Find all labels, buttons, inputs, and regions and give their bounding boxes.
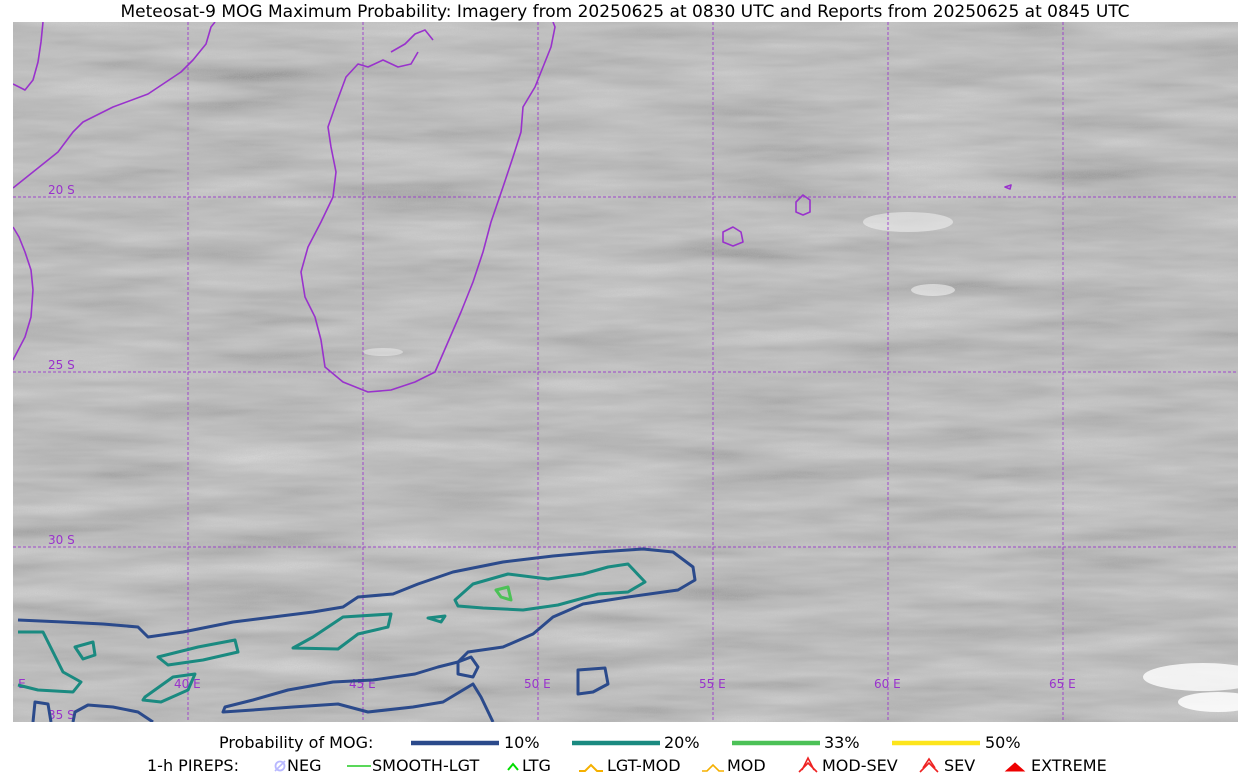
coastline-comoros [390, 29, 434, 53]
contour-10pct-lower-left [71, 703, 154, 722]
probability-legend: Probability of MOG: 10% 20% 33% 50% [0, 732, 1250, 754]
contour-10pct-island [576, 666, 610, 696]
lon-label-60e: 60 E [874, 677, 901, 691]
lon-label-55e: 55 E [699, 677, 726, 691]
mog-probability-contours [17, 547, 697, 722]
lat-label-20s: 20 S [48, 183, 75, 197]
mod-sev-double-hat-icon [798, 756, 818, 773]
probability-50pct-label: 50% [985, 733, 1021, 752]
probability-33pct-swatch [732, 740, 820, 746]
graticule [13, 22, 1238, 722]
lat-label-30s: 30 S [48, 533, 75, 547]
lon-label-65e: 65 E [1049, 677, 1076, 691]
probability-33pct-label: 33% [824, 733, 860, 752]
coastlines [13, 22, 1012, 393]
pireps-legend-label: 1-h PIREPS: [147, 756, 239, 775]
extreme-filled-hat-icon [1004, 762, 1026, 772]
neg-icon [274, 760, 286, 772]
probability-20pct-label: 20% [664, 733, 700, 752]
coastline-mauritius [795, 194, 811, 216]
pirep-smooth-lgt-label: SMOOTH-LGT [372, 756, 480, 775]
lon-label-40e: 40 E [174, 677, 201, 691]
probability-10pct-label: 10% [504, 733, 540, 752]
pirep-sev-label: SEV [944, 756, 976, 775]
contour-10pct-main [17, 547, 697, 722]
coastline-africa-north [13, 22, 44, 91]
contour-10pct-tiny [31, 700, 53, 722]
contour-20pct-small1 [73, 640, 97, 661]
sev-double-chevron-icon [919, 757, 939, 773]
probability-legend-label: Probability of MOG: [219, 733, 374, 752]
coastline-rodrigues [1004, 184, 1012, 190]
coastline-mozambique-south [13, 226, 34, 361]
contour-20pct-small2 [426, 614, 447, 624]
pirep-mod-label: MOD [727, 756, 766, 775]
coastline-madagascar [300, 22, 556, 393]
probability-10pct-swatch [411, 740, 499, 746]
contour-33pct-main [494, 585, 513, 602]
lon-label-50e: 50 E [524, 677, 551, 691]
mod-chevron-icon [702, 763, 724, 772]
satellite-map[interactable]: 20 S 25 S 30 S 35 S 35 E 40 E 45 E 50 E … [13, 22, 1238, 722]
coastline-reunion [722, 226, 744, 247]
pirep-mod-sev-label: MOD-SEV [822, 756, 898, 775]
probability-50pct-swatch [892, 740, 980, 746]
map-title: Meteosat-9 MOG Maximum Probability: Imag… [120, 2, 1130, 22]
contour-20pct-edge [17, 630, 83, 694]
smooth-lgt-line-icon [347, 765, 371, 767]
pireps-legend: 1-h PIREPS: NEG SMOOTH-LGT LTG LGT-MOD M… [0, 755, 1250, 777]
lgt-mod-hat-icon [579, 763, 603, 772]
lat-label-25s: 25 S [48, 358, 75, 372]
lat-label-35s: 35 S [48, 708, 75, 722]
coastline-africa [13, 22, 216, 189]
pirep-lgt-mod-label: LGT-MOD [607, 756, 681, 775]
contour-20pct-mid [291, 612, 393, 651]
probability-20pct-swatch [572, 740, 660, 746]
contour-10pct-loop [456, 655, 480, 679]
contour-20pct-left [156, 638, 240, 667]
pirep-ltg-label: LTG [522, 756, 551, 775]
pirep-neg-label: NEG [287, 756, 322, 775]
contour-20pct-main [453, 562, 647, 612]
pirep-extreme-label: EXTREME [1031, 756, 1107, 775]
contour-20pct-left2 [141, 672, 197, 704]
ltg-chevron-icon [507, 762, 519, 771]
bright-clouds [363, 212, 1238, 712]
